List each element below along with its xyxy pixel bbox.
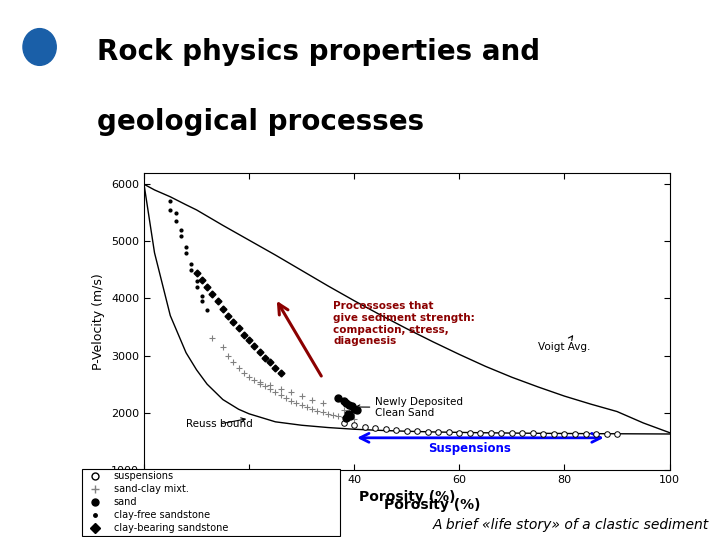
Text: Reuss bound: Reuss bound xyxy=(186,418,253,429)
Text: sand: sand xyxy=(114,497,138,507)
Text: sand-clay mixt.: sand-clay mixt. xyxy=(114,484,189,494)
Text: NTNU: NTNU xyxy=(25,83,54,92)
Text: Porosity (%): Porosity (%) xyxy=(384,498,480,512)
Text: clay-bearing sandstone: clay-bearing sandstone xyxy=(114,523,228,533)
Text: A brief «life story» of a clastic sediment: A brief «life story» of a clastic sedime… xyxy=(433,518,709,532)
Text: Newly Deposited
Clean Sand: Newly Deposited Clean Sand xyxy=(356,397,463,418)
Y-axis label: P-Velocity (m/s): P-Velocity (m/s) xyxy=(92,273,105,370)
Text: suspensions: suspensions xyxy=(114,471,174,481)
Text: Procossoses that
give sediment strength:
compaction, stress,
diagenesis: Procossoses that give sediment strength:… xyxy=(333,301,475,346)
Text: clay-free sandstone: clay-free sandstone xyxy=(114,510,210,520)
FancyBboxPatch shape xyxy=(6,0,73,100)
Text: Voigt Avg.: Voigt Avg. xyxy=(538,336,590,352)
Text: Suspensions: Suspensions xyxy=(428,442,511,455)
X-axis label: Porosity (%): Porosity (%) xyxy=(359,490,455,504)
Text: Rock physics properties and: Rock physics properties and xyxy=(97,38,540,66)
Ellipse shape xyxy=(23,29,56,65)
Text: geological processes: geological processes xyxy=(97,108,424,136)
